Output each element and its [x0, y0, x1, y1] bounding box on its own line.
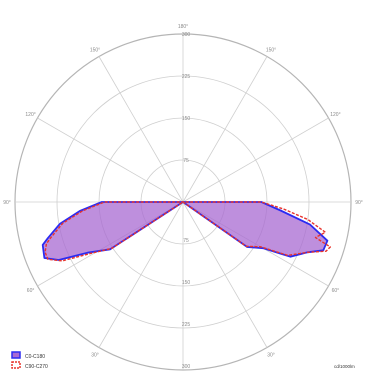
legend-swatch-c0-c180 — [11, 351, 21, 359]
angle-label-5: 30° — [91, 352, 99, 358]
angle-label-9: 90° — [355, 200, 363, 206]
polar-grid — [14, 33, 352, 371]
series-c0-c180 — [41, 201, 329, 261]
radial-label-upper-225: 225 — [182, 74, 191, 80]
angle-label-3: 90° — [3, 200, 11, 206]
grid-spoke-30 — [182, 201, 268, 348]
radial-label-upper-150: 150 — [182, 116, 191, 122]
grid-spoke-120 — [182, 117, 329, 203]
grid-spoke-150 — [182, 56, 268, 203]
series-c90-c270 — [44, 201, 331, 262]
axis-labels: 180°150°120°90°60°30°0°30°60°90°120°150°… — [3, 24, 363, 370]
angle-label-4: 60° — [27, 288, 35, 294]
grid-spoke-210 — [98, 56, 184, 203]
radial-label-lower-300: 300 — [182, 364, 191, 370]
angle-label-0: 180° — [178, 24, 188, 30]
angle-label-10: 120° — [330, 112, 340, 118]
series-layer — [41, 201, 331, 262]
radial-label-lower-75: 75 — [183, 238, 189, 244]
footer-text: cd/1000lm — [334, 364, 355, 369]
legend-label-c90-c270: C90-C270 — [25, 364, 48, 370]
angle-label-11: 150° — [266, 48, 276, 54]
legend-label-c0-c180: C0-C180 — [25, 354, 45, 360]
legend-swatch-c90-c270 — [11, 361, 21, 369]
grid-spoke-330 — [98, 201, 184, 348]
angle-label-7: 30° — [267, 352, 275, 358]
grid-spoke-240 — [37, 117, 184, 203]
radial-label-upper-75: 75 — [183, 158, 189, 164]
radial-label-lower-150: 150 — [182, 280, 191, 286]
radial-label-upper-300: 300 — [182, 32, 191, 38]
angle-label-1: 150° — [90, 48, 100, 54]
legend: C0-C180 C90-C270 — [11, 351, 48, 370]
radial-label-lower-225: 225 — [182, 322, 191, 328]
angle-label-2: 120° — [25, 112, 35, 118]
angle-label-8: 60° — [332, 288, 340, 294]
